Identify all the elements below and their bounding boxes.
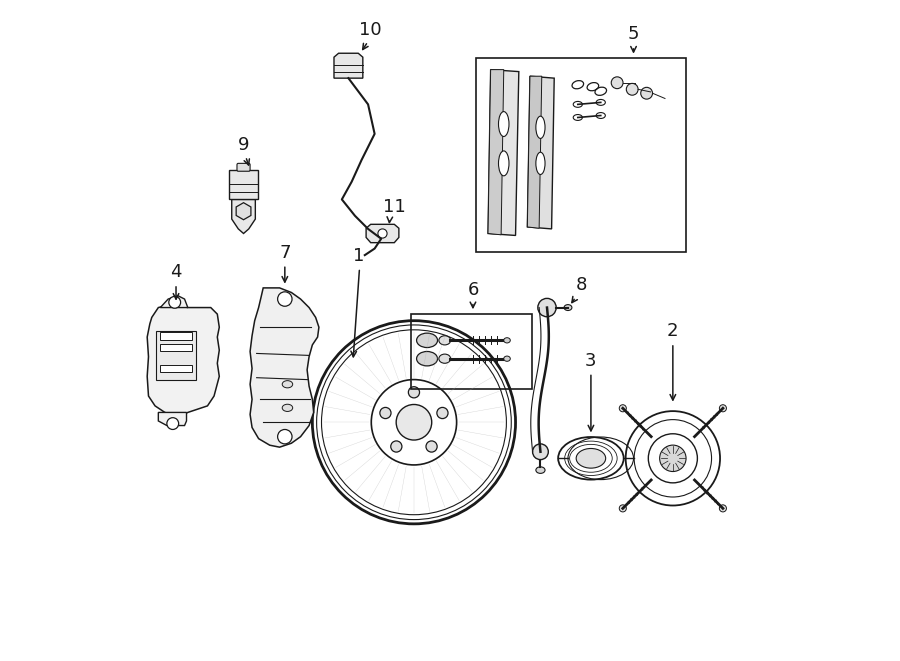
Bar (476, 58, 686, 252)
Circle shape (619, 505, 626, 512)
Polygon shape (158, 412, 186, 426)
Ellipse shape (439, 336, 451, 345)
Ellipse shape (283, 405, 293, 411)
Circle shape (380, 407, 391, 418)
Bar (159, 365, 193, 372)
Circle shape (166, 418, 178, 430)
Text: 5: 5 (628, 25, 639, 44)
Ellipse shape (499, 151, 509, 176)
Circle shape (169, 296, 181, 308)
Polygon shape (250, 288, 319, 447)
Ellipse shape (499, 112, 509, 136)
Circle shape (277, 430, 292, 444)
Circle shape (538, 298, 556, 317)
Ellipse shape (536, 467, 545, 473)
Text: 6: 6 (467, 281, 479, 299)
Circle shape (626, 83, 638, 95)
Ellipse shape (504, 356, 510, 362)
Ellipse shape (283, 381, 293, 388)
Ellipse shape (564, 305, 572, 311)
Circle shape (426, 441, 437, 452)
Bar (159, 344, 193, 352)
Circle shape (641, 87, 652, 99)
Ellipse shape (439, 354, 451, 364)
Text: 8: 8 (575, 276, 587, 294)
Ellipse shape (417, 333, 437, 348)
Text: 7: 7 (279, 244, 291, 262)
Circle shape (436, 407, 448, 418)
Circle shape (396, 405, 432, 440)
Circle shape (533, 444, 548, 459)
Polygon shape (527, 76, 554, 229)
Polygon shape (148, 304, 220, 416)
Circle shape (277, 292, 292, 306)
Ellipse shape (417, 352, 437, 366)
Bar (157, 330, 195, 379)
Text: 11: 11 (382, 198, 406, 215)
Circle shape (391, 441, 402, 452)
Circle shape (409, 387, 419, 398)
Polygon shape (231, 200, 256, 233)
Circle shape (378, 229, 387, 238)
Ellipse shape (536, 116, 545, 138)
Polygon shape (236, 203, 251, 219)
Polygon shape (366, 224, 399, 243)
Circle shape (619, 405, 626, 412)
Text: 3: 3 (585, 352, 597, 369)
Ellipse shape (576, 448, 606, 468)
Polygon shape (160, 295, 188, 307)
Bar (410, 314, 532, 389)
FancyBboxPatch shape (237, 163, 250, 171)
Circle shape (611, 77, 623, 89)
Ellipse shape (504, 338, 510, 343)
Circle shape (660, 445, 686, 471)
Polygon shape (230, 170, 258, 200)
Text: 4: 4 (170, 263, 182, 282)
Polygon shape (488, 69, 504, 235)
Polygon shape (488, 69, 518, 235)
Ellipse shape (536, 152, 545, 175)
Text: 2: 2 (667, 323, 679, 340)
Text: 1: 1 (353, 247, 364, 265)
Polygon shape (334, 54, 363, 78)
Circle shape (719, 405, 726, 412)
Text: 10: 10 (359, 21, 382, 39)
Circle shape (719, 505, 726, 512)
Bar (159, 332, 193, 340)
Polygon shape (527, 76, 542, 228)
Text: 9: 9 (238, 136, 249, 153)
